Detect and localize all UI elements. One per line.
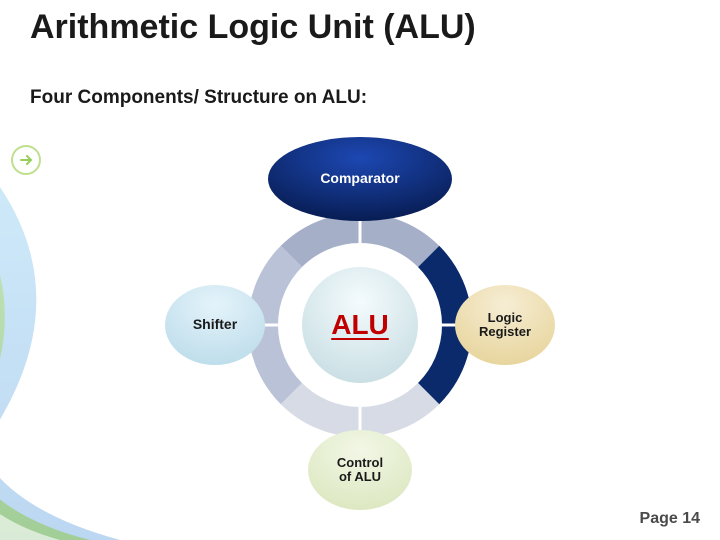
alu-diagram: ALU Comparator Logic Register Control of… xyxy=(135,130,585,510)
diagram-node-control-of-alu: Control of ALU xyxy=(308,450,412,490)
slide-subtitle: Four Components/ Structure on ALU: xyxy=(30,87,367,109)
page-number: Page 14 xyxy=(640,510,700,528)
diagram-node-logic-register: Logic Register xyxy=(455,305,555,345)
diagram-center-label: ALU xyxy=(331,309,389,341)
slide-title: Arithmetic Logic Unit (ALU) xyxy=(30,8,690,47)
diagram-center: ALU xyxy=(302,267,418,383)
diagram-node-comparator: Comparator xyxy=(268,157,452,201)
slide: Arithmetic Logic Unit (ALU) Four Compone… xyxy=(0,0,720,540)
diagram-node-shifter: Shifter xyxy=(165,305,265,345)
